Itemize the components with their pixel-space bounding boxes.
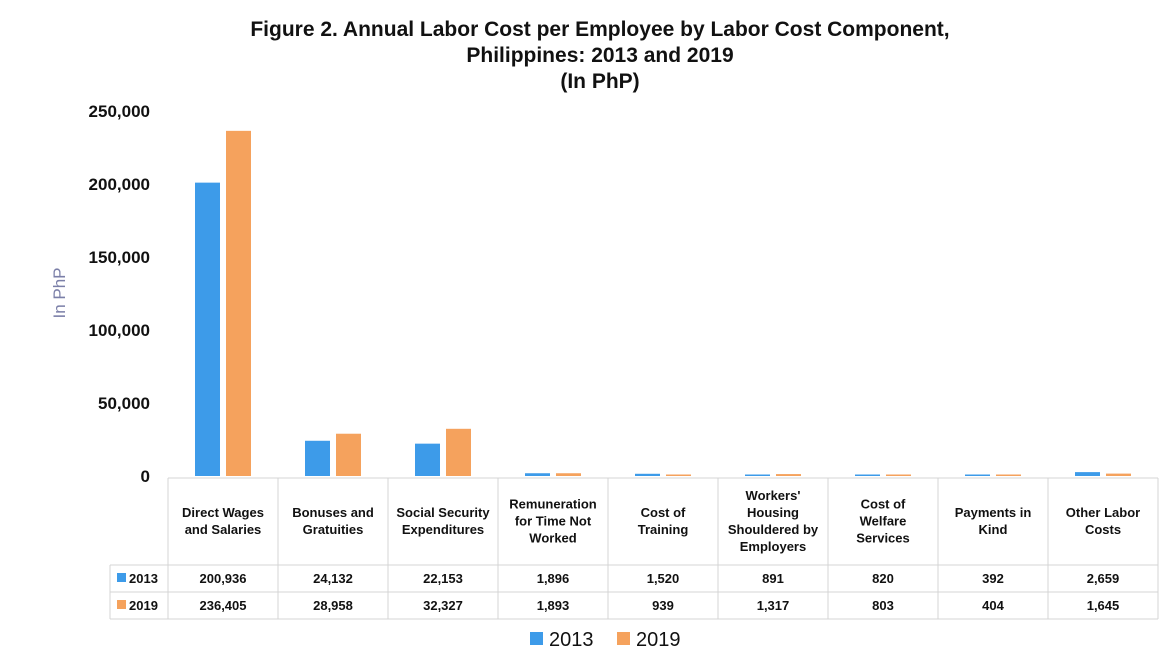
bars bbox=[195, 130, 1131, 477]
category-label: Other Labor bbox=[1066, 505, 1140, 520]
data-label: 404 bbox=[982, 598, 1004, 613]
y-tick-label: 50,000 bbox=[98, 394, 150, 413]
table-series-label: 2013 bbox=[129, 571, 158, 586]
data-label: 1,317 bbox=[757, 598, 790, 613]
y-tick-label: 200,000 bbox=[89, 175, 150, 194]
chart-title-line-1: Figure 2. Annual Labor Cost per Employee… bbox=[250, 18, 950, 41]
category-label: Training bbox=[638, 522, 689, 537]
chart-title-line-2: Philippines: 2013 and 2019 bbox=[466, 44, 734, 67]
y-tick-label: 0 bbox=[141, 467, 150, 486]
bar-2019-1 bbox=[336, 433, 361, 476]
data-label: 2,659 bbox=[1087, 571, 1120, 586]
table-legend-key-2013 bbox=[117, 573, 126, 582]
data-label: 200,936 bbox=[200, 571, 247, 586]
bar-2013-3 bbox=[525, 473, 550, 476]
y-tick-label: 100,000 bbox=[89, 321, 150, 340]
category-label: Cost of bbox=[641, 505, 686, 520]
data-label: 392 bbox=[982, 571, 1004, 586]
category-label: Remuneration bbox=[509, 497, 596, 512]
data-label: 1,896 bbox=[537, 571, 570, 586]
bar-2013-1 bbox=[305, 440, 330, 476]
category-label: Services bbox=[856, 531, 910, 546]
bar-2019-7 bbox=[996, 474, 1021, 476]
category-label: Workers' bbox=[746, 488, 801, 503]
legend: 2013 2019 bbox=[530, 629, 681, 651]
data-label: 28,958 bbox=[313, 598, 353, 613]
data-label: 803 bbox=[872, 598, 894, 613]
table-series-label: 2019 bbox=[129, 598, 158, 613]
chart-title-line-3: (In PhP) bbox=[560, 70, 640, 93]
bar-2013-8 bbox=[1075, 472, 1100, 476]
category-label: Expenditures bbox=[402, 522, 484, 537]
data-label: 1,645 bbox=[1087, 598, 1120, 613]
y-tick-label: 150,000 bbox=[89, 248, 150, 267]
category-label: Employers bbox=[740, 539, 806, 554]
data-label: 32,327 bbox=[423, 598, 463, 613]
bar-2013-6 bbox=[855, 474, 880, 476]
legend-key-2019 bbox=[617, 632, 630, 645]
category-label: Worked bbox=[529, 531, 576, 546]
bar-2013-4 bbox=[635, 473, 660, 476]
category-label: Kind bbox=[979, 522, 1008, 537]
legend-key-2013 bbox=[530, 632, 543, 645]
category-label: Shouldered by bbox=[728, 522, 819, 537]
category-label: Costs bbox=[1085, 522, 1121, 537]
bar-2013-5 bbox=[745, 474, 770, 476]
category-label: Gratuities bbox=[303, 522, 364, 537]
table-legend-key-2019 bbox=[117, 600, 126, 609]
legend-label: 2013 bbox=[549, 629, 594, 651]
bar-2019-5 bbox=[776, 474, 801, 476]
category-label: Social Security bbox=[396, 505, 490, 520]
y-axis: 0 50,000 100,000 150,000 200,000 250,000 In Ph… bbox=[50, 102, 150, 486]
bar-2013-7 bbox=[965, 474, 990, 476]
bar-2013-2 bbox=[415, 443, 440, 476]
bar-2019-6 bbox=[886, 474, 911, 476]
category-label: and Salaries bbox=[185, 522, 262, 537]
data-label: 24,132 bbox=[313, 571, 353, 586]
data-label: 22,153 bbox=[423, 571, 463, 586]
data-label: 1,520 bbox=[647, 571, 680, 586]
category-label: Cost of bbox=[861, 497, 906, 512]
category-label: Housing bbox=[747, 505, 799, 520]
y-axis-label: In PhP bbox=[50, 267, 69, 318]
bar-2019-2 bbox=[446, 428, 471, 476]
bar-2019-8 bbox=[1106, 473, 1131, 476]
category-label: Bonuses and bbox=[292, 505, 374, 520]
category-label: for Time Not bbox=[515, 514, 592, 529]
category-label: Welfare bbox=[860, 514, 907, 529]
data-table: Direct Wages and Salaries Bonuses and Gratu… bbox=[109, 477, 1159, 620]
category-label: Payments in bbox=[955, 505, 1032, 520]
category-label: Direct Wages bbox=[182, 505, 264, 520]
bar-2019-0 bbox=[226, 130, 251, 476]
data-label: 939 bbox=[652, 598, 674, 613]
data-label: 820 bbox=[872, 571, 894, 586]
y-tick-label: 250,000 bbox=[89, 102, 150, 121]
bar-2013-0 bbox=[195, 182, 220, 477]
bar-2019-4 bbox=[666, 474, 691, 476]
data-label: 891 bbox=[762, 571, 784, 586]
legend-label: 2019 bbox=[636, 629, 681, 651]
data-label: 236,405 bbox=[200, 598, 247, 613]
data-label: 1,893 bbox=[537, 598, 570, 613]
bar-2019-3 bbox=[556, 473, 581, 476]
